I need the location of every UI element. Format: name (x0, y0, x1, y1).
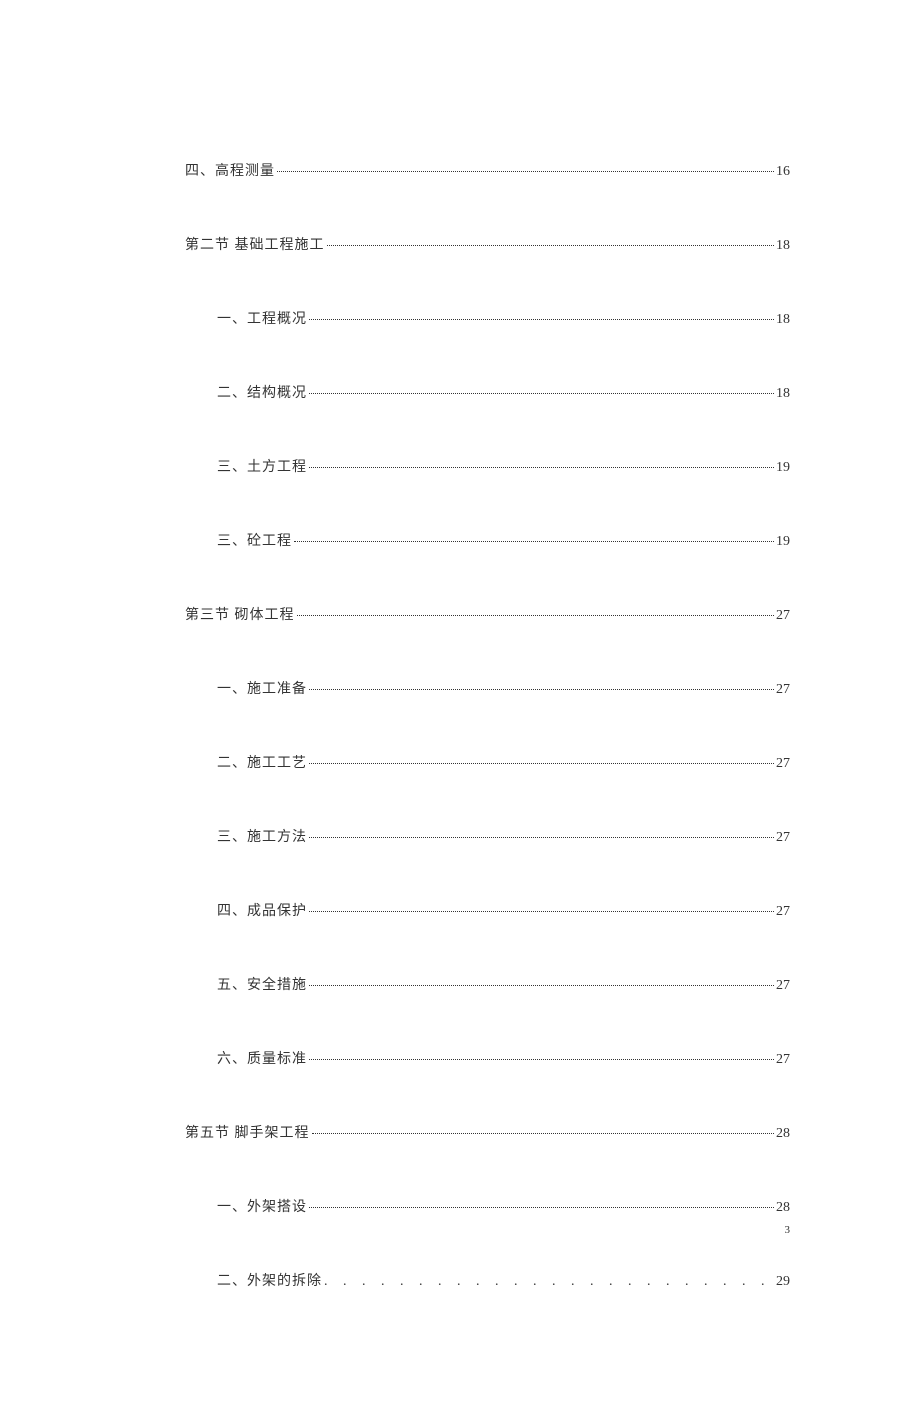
toc-leader-dots (309, 1207, 774, 1208)
toc-leader-dots (294, 541, 774, 542)
toc-leader-dots (309, 467, 774, 468)
toc-page-number: 18 (776, 312, 790, 328)
toc-entry: 一、工程概况 18 (217, 308, 790, 328)
toc-page-number: 18 (776, 238, 790, 254)
toc-label: 四、成品保护 (217, 900, 307, 920)
toc-leader-dots (277, 171, 774, 172)
toc-label: 六、质量标准 (217, 1048, 307, 1068)
toc-label: 第三节 砌体工程 (185, 604, 295, 624)
toc-entry: 四、成品保护 27 (217, 900, 790, 920)
toc-page: 四、高程测量 16 第二节 基础工程施工 18 一、工程概况 18 二、结构概况 18 三、土方… (0, 0, 920, 1404)
toc-list: 四、高程测量 16 第二节 基础工程施工 18 一、工程概况 18 二、结构概况 18 三、土方… (185, 160, 790, 1290)
toc-leader-dots (309, 837, 774, 838)
toc-leader-dots (309, 319, 774, 320)
toc-page-number: 19 (776, 534, 790, 550)
toc-leader-dots (327, 245, 775, 246)
page-number: 3 (785, 1224, 791, 1236)
toc-page-number: 18 (776, 386, 790, 402)
toc-label: 一、外架搭设 (217, 1196, 307, 1216)
toc-entry: 一、施工准备 27 (217, 678, 790, 698)
toc-label: 第二节 基础工程施工 (185, 234, 325, 254)
toc-label: 第五节 脚手架工程 (185, 1122, 310, 1142)
toc-entry: 二、结构概况 18 (217, 382, 790, 402)
toc-label: 三、土方工程 (217, 456, 307, 476)
toc-label: 五、安全措施 (217, 974, 307, 994)
toc-page-number: 27 (776, 830, 790, 846)
toc-entry: 一、外架搭设 28 (217, 1196, 790, 1216)
toc-entry: 四、高程测量 16 (185, 160, 790, 180)
toc-leader-dots (309, 911, 774, 912)
toc-entry: 三、施工方法 27 (217, 826, 790, 846)
toc-entry: 第五节 脚手架工程 28 (185, 1122, 790, 1142)
toc-page-number: 27 (776, 756, 790, 772)
toc-page-number: 27 (776, 682, 790, 698)
toc-leader-dots (309, 1059, 774, 1060)
toc-leader-dots (309, 985, 774, 986)
toc-page-number: 19 (776, 460, 790, 476)
toc-entry: 第三节 砌体工程 27 (185, 604, 790, 624)
toc-page-number: 16 (776, 164, 790, 180)
toc-page-number: 28 (776, 1126, 790, 1142)
toc-page-number: 29 (776, 1274, 790, 1290)
toc-entry: 五、安全措施 27 (217, 974, 790, 994)
toc-label: 二、外架的拆除 (217, 1270, 322, 1290)
toc-leader-dots (297, 615, 775, 616)
toc-entry: 二、外架的拆除 . . . . . . . . . . . . . . . . … (217, 1270, 790, 1290)
toc-leader-dots (312, 1133, 775, 1134)
toc-label: 四、高程测量 (185, 160, 275, 180)
toc-leader-dots (309, 393, 774, 394)
toc-label: 二、结构概况 (217, 382, 307, 402)
toc-leader-dots (309, 763, 774, 764)
toc-page-number: 27 (776, 1052, 790, 1068)
toc-entry: 三、土方工程 19 (217, 456, 790, 476)
toc-label: 一、工程概况 (217, 308, 307, 328)
toc-label: 二、施工工艺 (217, 752, 307, 772)
toc-label: 三、施工方法 (217, 826, 307, 846)
toc-page-number: 27 (776, 904, 790, 920)
toc-entry: 六、质量标准 27 (217, 1048, 790, 1068)
toc-label: 三、砼工程 (217, 530, 292, 550)
toc-page-number: 27 (776, 978, 790, 994)
toc-leader-dots (309, 689, 774, 690)
toc-entry: 三、砼工程 19 (217, 530, 790, 550)
toc-label: 一、施工准备 (217, 678, 307, 698)
toc-leader-dots: . . . . . . . . . . . . . . . . . . . . … (324, 1274, 774, 1290)
toc-entry: 二、施工工艺 27 (217, 752, 790, 772)
toc-entry: 第二节 基础工程施工 18 (185, 234, 790, 254)
toc-page-number: 28 (776, 1200, 790, 1216)
toc-page-number: 27 (776, 608, 790, 624)
